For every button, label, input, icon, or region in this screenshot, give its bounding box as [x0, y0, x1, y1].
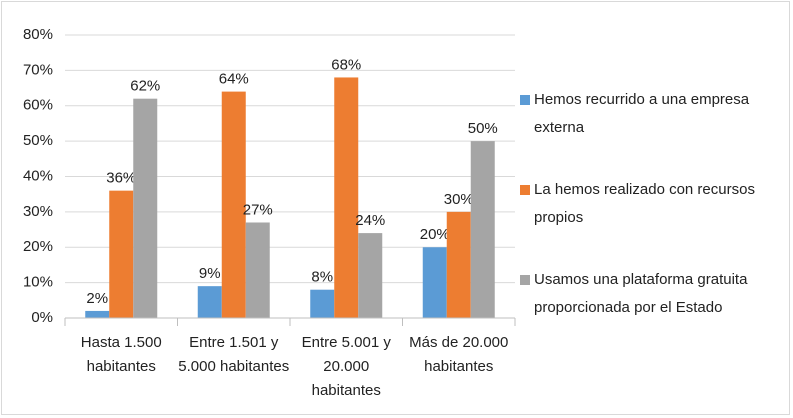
- x-tick-label: Más de 20.000 habitantes: [409, 334, 509, 375]
- data-label: 27%: [243, 201, 273, 218]
- legend-item: Usamos una plataforma gratuita proporcio…: [520, 266, 789, 322]
- data-label: 68%: [331, 56, 361, 73]
- data-label: 30%: [444, 191, 474, 208]
- y-tick-label: 70%: [23, 61, 53, 78]
- y-tick-label: 10%: [23, 274, 53, 291]
- y-tick-label: 30%: [23, 203, 53, 220]
- data-label: 64%: [219, 71, 249, 88]
- legend-swatch: [520, 275, 530, 285]
- bar: [422, 247, 447, 318]
- bar: [334, 77, 359, 318]
- data-label: 20%: [420, 226, 450, 243]
- data-label: 24%: [355, 212, 385, 229]
- bar: [358, 233, 383, 318]
- y-tick-label: 60%: [23, 97, 53, 114]
- legend-item: Hemos recurrido a una empresa externa: [520, 86, 789, 142]
- y-tick-label: 20%: [23, 238, 53, 255]
- y-tick-label: 0%: [31, 309, 53, 326]
- bar: [245, 222, 270, 318]
- legend-label: Hemos recurrido a una empresa externa: [534, 91, 750, 136]
- data-label: 9%: [199, 265, 221, 282]
- x-tick-label: Entre 5.001 y 20.000 habitantes: [301, 334, 391, 399]
- legend-swatch: [520, 185, 530, 195]
- x-tick-label: Entre 1.501 y 5.000 habitantes: [178, 334, 290, 375]
- bar: [133, 98, 158, 318]
- bar: [221, 91, 246, 318]
- legend-label: Usamos una plataforma gratuita proporcio…: [534, 271, 748, 316]
- y-tick-label: 80%: [23, 26, 53, 43]
- bar: [470, 141, 495, 318]
- data-label: 8%: [311, 269, 333, 286]
- legend-label: La hemos realizado con recursos propios: [534, 181, 755, 226]
- x-tick-label: Hasta 1.500 habitantes: [80, 334, 162, 375]
- legend-item: La hemos realizado con recursos propios: [520, 176, 789, 232]
- bar: [310, 289, 335, 318]
- bar: [446, 211, 471, 318]
- legend-swatch: [520, 95, 530, 105]
- data-label: 36%: [106, 170, 136, 187]
- data-label: 62%: [130, 78, 160, 95]
- bar: [85, 310, 110, 318]
- bar: [109, 190, 134, 318]
- bar: [197, 286, 222, 318]
- y-tick-label: 50%: [23, 132, 53, 149]
- data-label: 2%: [86, 290, 108, 307]
- y-tick-label: 40%: [23, 167, 53, 184]
- data-label: 50%: [468, 120, 498, 137]
